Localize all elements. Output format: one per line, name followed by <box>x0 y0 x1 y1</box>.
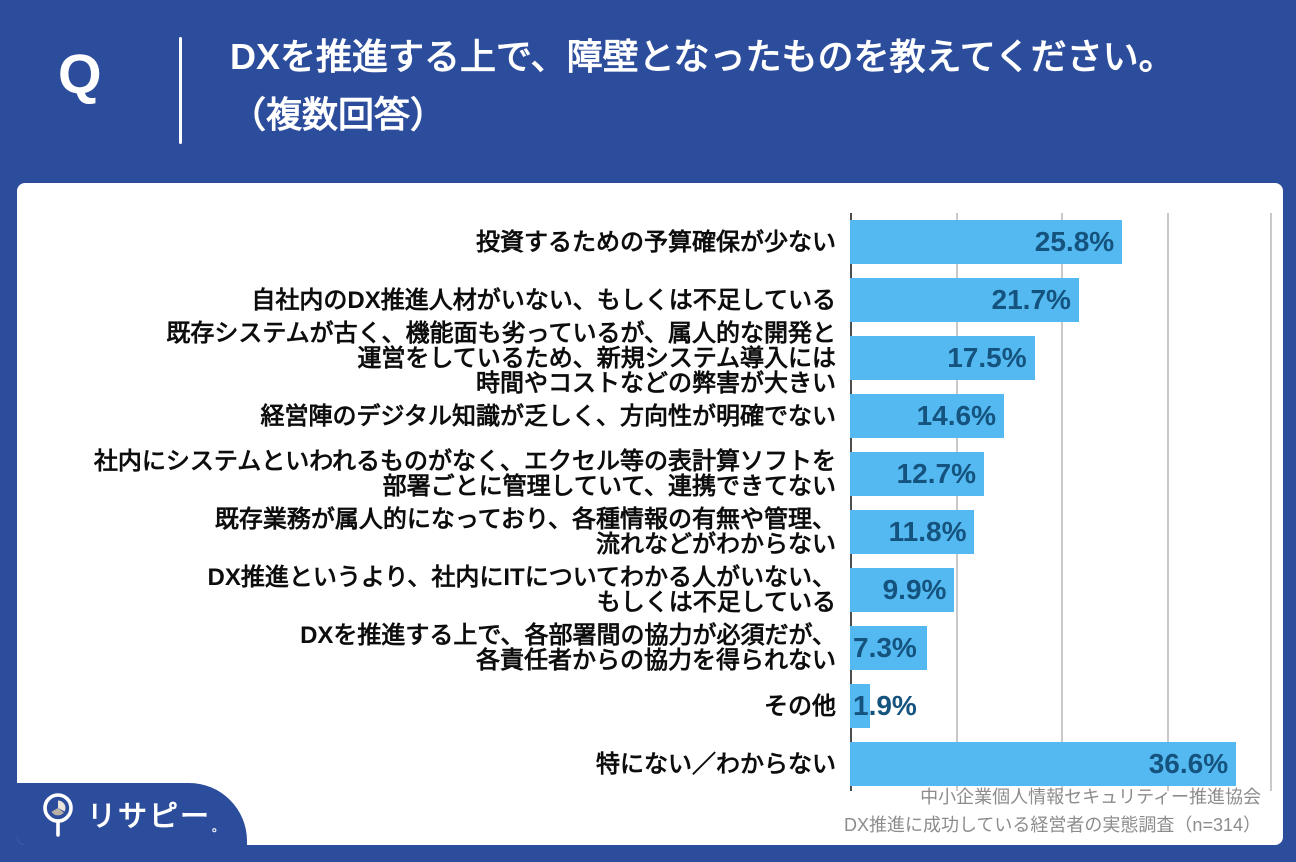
bar-row: 既存業務が属人的になっており、各種情報の有無や管理、 流れなどがわからない 11.8… <box>17 503 1283 561</box>
bar-category-label: 自社内のDX推進人材がいない、もしくは不足している <box>251 286 836 314</box>
axis-line <box>850 213 852 791</box>
chart-gridlines <box>850 213 1272 791</box>
bar-track: 1.9% <box>850 684 1272 728</box>
bar-value-label: 9.9% <box>882 574 947 605</box>
bar-track: 25.8% <box>850 220 1272 264</box>
bar-value-label: 7.3% <box>853 632 917 663</box>
bar-category-label: DXを推進する上で、各部署間の協力が必須だが、 各責任者からの協力を得られない <box>300 622 836 674</box>
bar-row: 特にない／わからない 36.6% <box>17 735 1283 793</box>
bar: 12.7% <box>850 452 984 496</box>
bar-track: 21.7% <box>850 278 1272 322</box>
bar-track: 11.8% <box>850 510 1272 554</box>
bar: 1.9% <box>850 684 917 728</box>
bar-track: 7.3% <box>850 626 1272 670</box>
source-note: 中小企業個人情報セキュリティー推進協会 DX推進に成功している経営者の実態調査（… <box>844 783 1261 839</box>
bar-track: 17.5% <box>850 336 1272 380</box>
bar-value-label: 14.6% <box>916 400 997 431</box>
source-line-1: 中小企業個人情報セキュリティー推進協会 <box>920 787 1261 807</box>
bar: 9.9% <box>850 568 955 612</box>
bar-category-label: 特にない／わからない <box>596 750 836 778</box>
gridline-20pct <box>1061 213 1063 791</box>
bar: 25.8% <box>850 220 1123 264</box>
header-divider <box>179 37 182 144</box>
bar-row: その他 1.9% <box>17 677 1283 735</box>
bar-row: DX推進というより、社内にITについてわかる人がいない、 もしくは不足している 9.… <box>17 561 1283 619</box>
brand-logo-text: リサピー <box>87 801 212 833</box>
bar-track: 36.6% <box>850 742 1272 786</box>
magnifier-pie-icon <box>43 793 73 837</box>
bar-category-label: DX推進というより、社内にITについてわかる人がいない、 もしくは不足している <box>207 564 836 616</box>
bar-row: 自社内のDX推進人材がいない、もしくは不足している 21.7% <box>17 271 1283 329</box>
bar-value-label: 17.5% <box>947 342 1027 373</box>
bar: 11.8% <box>850 510 975 554</box>
gridline-10pct <box>955 213 958 791</box>
bar-category-label: 既存システムが古く、機能面も劣っているが、属人的な開発と 運営をしているため、新規… <box>166 319 836 397</box>
brand-logo-mark: 。 <box>212 820 225 834</box>
bar: 17.5% <box>850 336 1035 380</box>
bar: 21.7% <box>850 278 1079 322</box>
bar: 36.6% <box>850 742 1237 786</box>
chart-card: 投資するための予算確保が少ない 25.8% 自社内のDX推進人材がいない、もしくは不… <box>17 183 1283 845</box>
bar-track: 14.6% <box>850 394 1272 438</box>
page-title-line-1: DXを推進する上で、障壁となったものを教えてください。 <box>230 36 1175 77</box>
gridline-30pct <box>1166 213 1169 791</box>
bar-category-label: 既存業務が属人的になっており、各種情報の有無や管理、 流れなどがわからない <box>214 506 836 558</box>
bar: 7.3% <box>850 626 927 670</box>
bar-category-label: その他 <box>764 692 836 720</box>
bar-row: 既存システムが古く、機能面も劣っているが、属人的な開発と 運営をしているため、新規… <box>17 321 1283 396</box>
bar-category-label: 経営陣のデジタル知識が乏しく、方向性が明確でない <box>260 402 836 430</box>
bar-row: DXを推進する上で、各部署間の協力が必須だが、 各責任者からの協力を得られない 7.… <box>17 619 1283 677</box>
page-title: DXを推進する上で、障壁となったものを教えてください。 （複数回答） <box>230 28 1175 144</box>
bar-row: 経営陣のデジタル知識が乏しく、方向性が明確でない 14.6% <box>17 387 1283 445</box>
bar-rows: 投資するための予算確保が少ない 25.8% 自社内のDX推進人材がいない、もしくは不… <box>17 213 1283 793</box>
bar-category-label: 社内にシステムといわれるものがなく、エクセル等の表計算ソフトを 部署ごとに管理して… <box>93 448 836 500</box>
bar-value-label: 25.8% <box>1034 226 1115 257</box>
bar-row: 社内にシステムといわれるものがなく、エクセル等の表計算ソフトを 部署ごとに管理して… <box>17 445 1283 503</box>
bar-row: 投資するための予算確保が少ない 25.8% <box>17 213 1283 271</box>
bar: 14.6% <box>850 394 1005 438</box>
bar-value-label: 11.8% <box>888 516 967 547</box>
brand-logo: リサピー 。 <box>17 783 247 845</box>
gridline-40pct <box>1270 213 1272 791</box>
bar-track: 12.7% <box>850 452 1272 496</box>
bar-value-label: 12.7% <box>896 458 976 489</box>
bar-value-label: 21.7% <box>991 284 1071 315</box>
page-title-line-2: （複数回答） <box>230 94 447 135</box>
bar-category-label: 投資するための予算確保が少ない <box>476 228 836 256</box>
question-mark-label: Q <box>58 42 102 105</box>
source-line-2: DX推進に成功している経営者の実態調査（n=314） <box>843 815 1261 835</box>
bar-value-label: 36.6% <box>1148 748 1229 779</box>
bar-track: 9.9% <box>850 568 1272 612</box>
bar-value-label: 1.9% <box>853 690 917 721</box>
